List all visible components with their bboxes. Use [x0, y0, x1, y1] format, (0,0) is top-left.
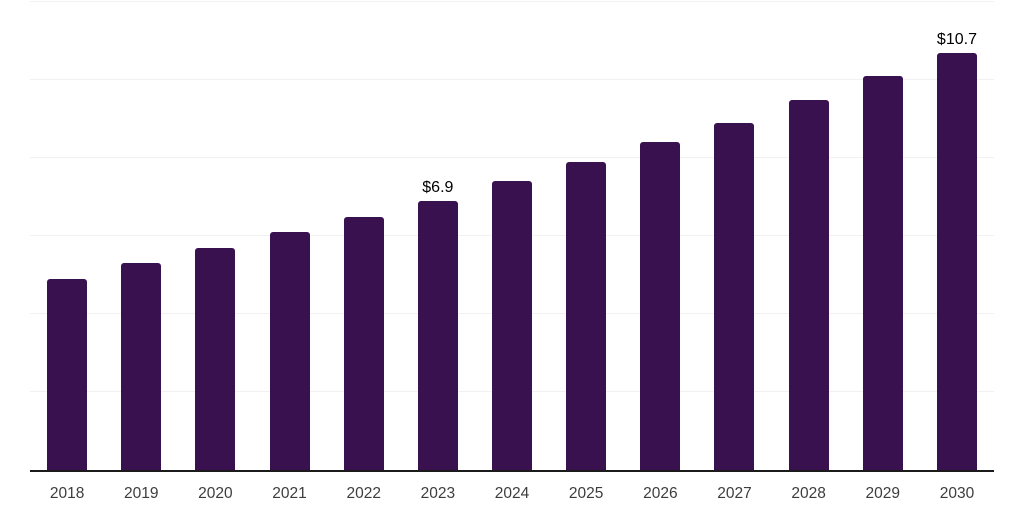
x-tick-label-2019: 2019 — [123, 485, 159, 502]
x-tick-label-2024: 2024 — [494, 485, 530, 502]
bar-2029 — [862, 76, 903, 470]
bar-cell-2028 — [772, 0, 846, 470]
bar-2030 — [936, 52, 977, 470]
bar-cell-2018 — [30, 0, 104, 470]
bar-2022 — [343, 216, 384, 470]
bar-2021 — [269, 232, 310, 470]
x-tick-label-2023: 2023 — [420, 485, 456, 502]
gridline — [30, 157, 994, 158]
bar-cell-2024 — [475, 0, 549, 470]
x-tick-label-2021: 2021 — [272, 485, 307, 502]
x-axis-tick-labels: 2018 2019 2020 2021 2022 2023 2024 2025 2026 2027… — [30, 472, 994, 503]
bar-cell-2020 — [178, 0, 252, 470]
x-tick-label-2027: 2027 — [717, 485, 752, 502]
x-tick-label-2025: 2025 — [568, 485, 604, 502]
x-tick-label-2018: 2018 — [49, 485, 85, 502]
bar-cell-2026 — [623, 0, 697, 470]
bar-2028 — [788, 99, 829, 470]
plot-area: $6.9 $10.7 — [30, 0, 994, 472]
bar-2024 — [492, 181, 533, 470]
bar-2023 — [417, 200, 458, 470]
bar-cell-2022 — [327, 0, 401, 470]
x-tick-label-2028: 2028 — [791, 485, 826, 502]
gridline — [30, 79, 994, 80]
bar-2026 — [640, 142, 681, 470]
bar-2020 — [195, 247, 236, 470]
x-tick-label-2029: 2029 — [865, 485, 901, 502]
x-tick-label-2022: 2022 — [346, 485, 381, 502]
bar-value-label-2023: $6.9 — [422, 178, 454, 196]
bar-2019 — [121, 263, 162, 470]
bar-cell-2023: $6.9 — [401, 0, 475, 470]
bar-2018 — [47, 278, 88, 470]
bar-2025 — [566, 161, 607, 470]
bar-cell-2030: $10.7 — [920, 0, 994, 470]
bar-cell-2025 — [549, 0, 623, 470]
x-tick-label-2026: 2026 — [643, 485, 678, 502]
bar-cell-2027 — [697, 0, 771, 470]
bar-cell-2021 — [252, 0, 326, 470]
bars-row: $6.9 $10.7 — [30, 0, 994, 470]
gridline — [30, 1, 994, 2]
x-tick-label-2020: 2020 — [198, 485, 233, 502]
bar-cell-2029 — [846, 0, 920, 470]
bar-cell-2019 — [104, 0, 178, 470]
x-tick-label-2030: 2030 — [939, 485, 975, 502]
bar-value-label-2030: $10.7 — [936, 30, 977, 48]
bar-2027 — [714, 122, 755, 470]
